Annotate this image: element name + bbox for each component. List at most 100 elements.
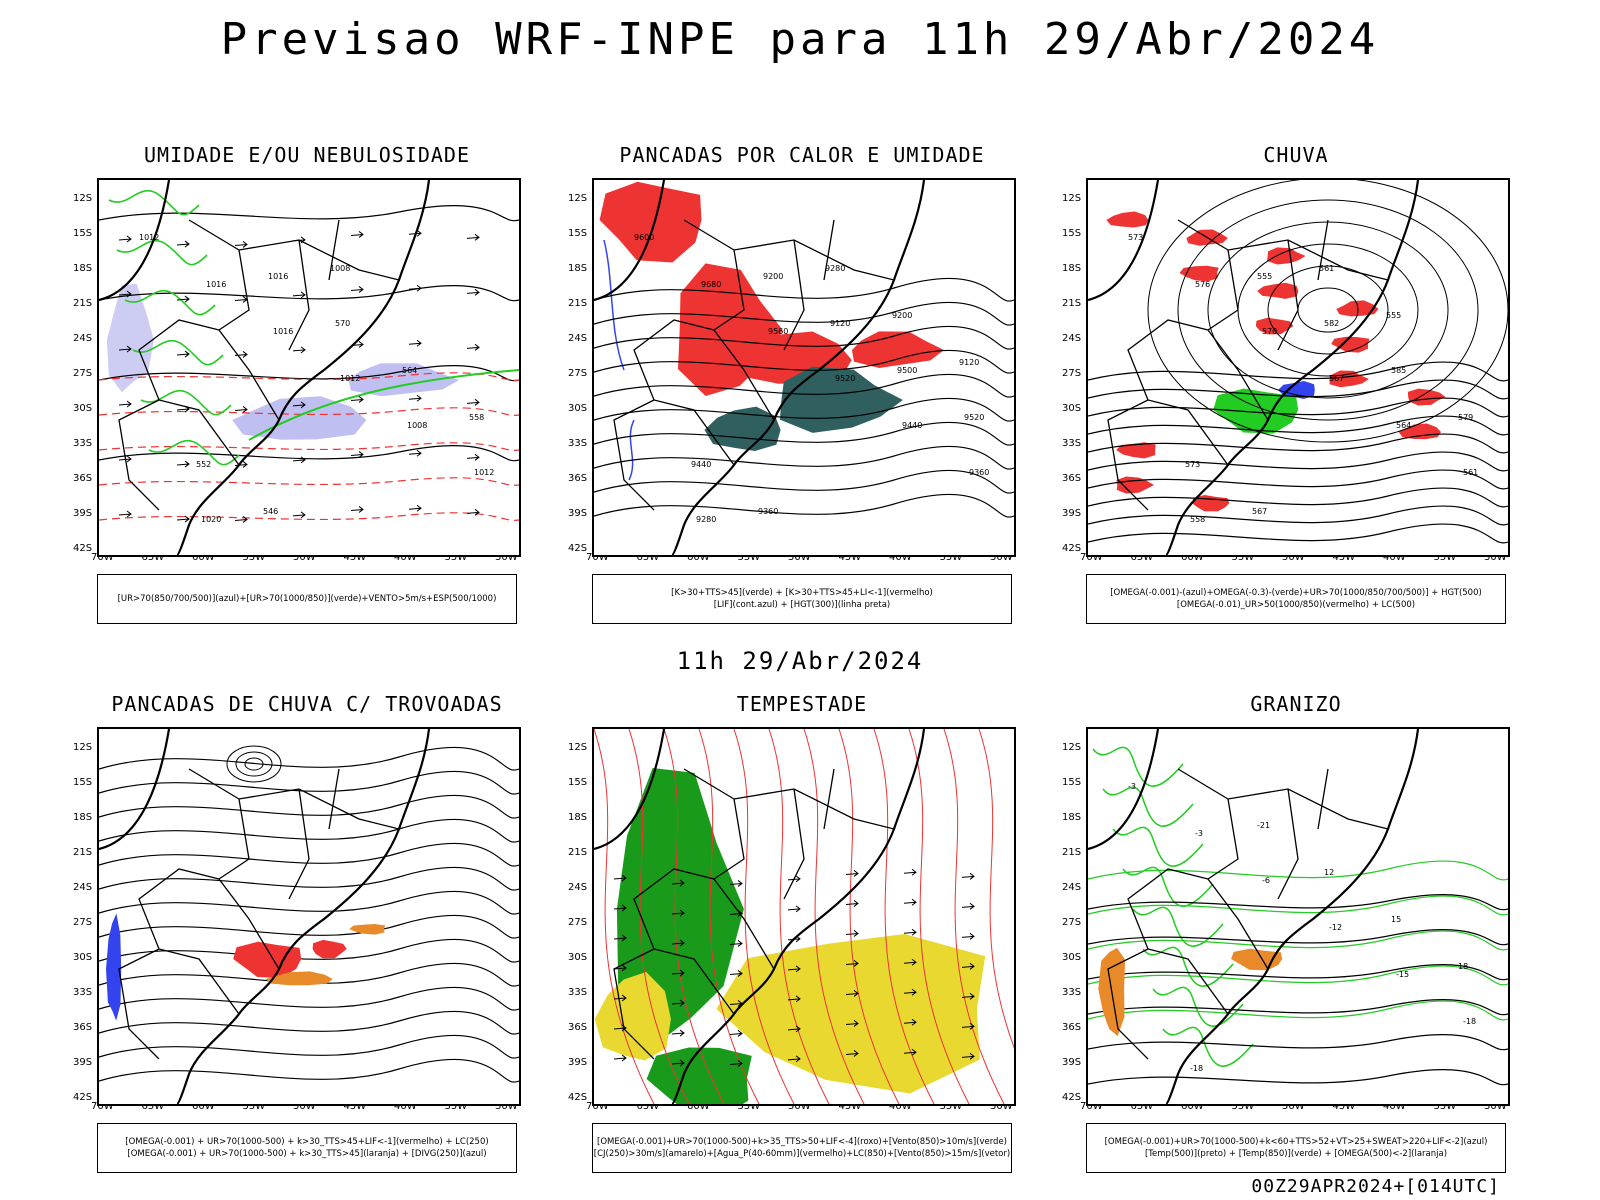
streamline-vortex (1147, 180, 1508, 443)
legend-line: [Temp(500)](preto) + [Temp(850)](verde) … (1144, 1149, 1448, 1159)
streamline-850 (698, 729, 760, 1104)
temp-850-contour (1088, 1000, 1508, 1021)
height-contour (594, 493, 1014, 518)
contour-label: 573 (1128, 233, 1143, 242)
streamline-850 (628, 729, 690, 1104)
wind-vector (466, 453, 480, 461)
contour-label: 576 (1195, 280, 1210, 289)
lon-tick-label: 70W (91, 552, 114, 563)
humidity-low-level-contour (140, 389, 232, 416)
thunderstorm-orange-area (349, 924, 386, 935)
wind-vector-850 (729, 970, 743, 977)
contour-label: 9120 (959, 358, 979, 367)
lon-tick-label: 40W (889, 552, 912, 563)
rain-area (1267, 247, 1306, 265)
map-panel-3: 573 576 570 567 564 561 558 555 582 585 579 573 567 5… (1086, 178, 1510, 557)
wind-vector (234, 351, 248, 358)
humidity-low-level-contour (108, 189, 200, 216)
lat-tick-label: 30S (73, 403, 93, 414)
lat-tick-label: 27S (73, 917, 93, 928)
wind-vector-850 (961, 1022, 975, 1030)
lon-tick-label: 60W (192, 552, 215, 563)
lat-tick-label: 21S (568, 298, 588, 309)
contour-label: 570 (1262, 327, 1277, 336)
height-contour (594, 301, 1014, 326)
streamline (99, 914, 519, 939)
wind-vector (466, 288, 480, 296)
legend-box: [OMEGA(-0.001)+UR>70(1000-500)+k<60+TTS>… (1086, 1123, 1506, 1173)
lon-tick-label: 35W (939, 1101, 963, 1112)
contour-label: 1012 (340, 374, 360, 383)
wind-vector-850 (671, 999, 685, 1007)
map-panel-6: -3 -3 -6 -12 -15 -18 -18 -21 12 15 18 (1086, 727, 1510, 1106)
lon-tick-label: 40W (1383, 552, 1406, 563)
lon-tick-label: 35W (444, 552, 468, 563)
lon-tick-label: 40W (889, 1101, 912, 1112)
lat-tick-label: 15S (568, 228, 588, 239)
streamline-850 (873, 729, 935, 1104)
lon-tick-label: 65W (141, 1101, 165, 1112)
contour-label: 1016 (268, 272, 288, 281)
wind-vector-850 (787, 1025, 801, 1033)
jet-stream-area (716, 934, 986, 1094)
streamline (99, 938, 519, 963)
temp-500-contour (1088, 894, 1508, 911)
lat-tick-label: 12S (568, 193, 588, 204)
country-borders (613, 768, 895, 1060)
lat-tick-label: 18S (1062, 812, 1082, 823)
contour-label: 564 (1396, 421, 1411, 430)
lon-tick-label: 55W (737, 1101, 761, 1112)
streamline (99, 1010, 519, 1035)
wind-vector-850 (729, 1030, 743, 1037)
lat-tick-label: 27S (568, 368, 588, 379)
lat-tick-label: 33S (73, 438, 93, 449)
wind-vector (118, 400, 132, 408)
lat-tick-label: 42S (568, 1092, 588, 1103)
contour-label: 9280 (696, 515, 716, 524)
lat-tick-label: 24S (568, 882, 588, 893)
rain-area (1116, 476, 1154, 494)
humidity-mid-level-area (232, 396, 367, 440)
contour-label: 9280 (825, 264, 845, 273)
wind-vector (292, 401, 306, 409)
coastline (1088, 180, 1420, 555)
streamline-vortex (1267, 265, 1389, 355)
lat-tick-label: 24S (73, 333, 93, 344)
lon-tick-label: 40W (394, 1101, 417, 1112)
omega-500-area (1231, 948, 1283, 971)
wind-vector (234, 296, 248, 303)
country-borders (118, 219, 400, 511)
contour-label: 558 (1190, 515, 1205, 524)
streamline (99, 890, 519, 915)
wind-vector-850 (729, 940, 743, 947)
lat-tick-label: 33S (73, 987, 93, 998)
wind-vector-850 (903, 988, 917, 996)
contour-label: 582 (1324, 319, 1339, 328)
contour-label: 570 (335, 319, 350, 328)
lat-tick-label: 39S (568, 508, 588, 519)
streamline (1088, 433, 1508, 454)
wind-vector (466, 233, 480, 241)
wind-vector (466, 343, 480, 351)
wind-vector (234, 406, 248, 413)
lon-tick-label: 55W (1231, 552, 1255, 563)
legend-line: [OMEGA(-0.001) + UR>70(1000-500) + k>30_… (125, 1137, 489, 1147)
wind-vector (176, 240, 190, 248)
panel-title: CHUVA (1263, 143, 1329, 167)
lat-tick-label: 24S (73, 882, 93, 893)
thickness-contour (99, 442, 519, 451)
lat-tick-label: 27S (1062, 917, 1082, 928)
contour-label: 9360 (969, 468, 989, 477)
wind-vector (350, 506, 364, 513)
valid-time-subtitle: 11h 29/Abr/2024 (676, 647, 924, 675)
coastline (1088, 729, 1420, 1104)
streamline (99, 794, 519, 819)
lon-tick-label: 40W (1383, 1101, 1406, 1112)
lat-tick-label: 42S (1062, 1092, 1082, 1103)
lat-tick-label: 30S (73, 952, 93, 963)
pressure-contour (99, 365, 519, 382)
lon-tick-label: 50W (1282, 1101, 1305, 1112)
panel-title: GRANIZO (1250, 692, 1342, 716)
lon-tick-label: 30W (495, 1101, 518, 1112)
lat-tick-label: 15S (1062, 228, 1082, 239)
